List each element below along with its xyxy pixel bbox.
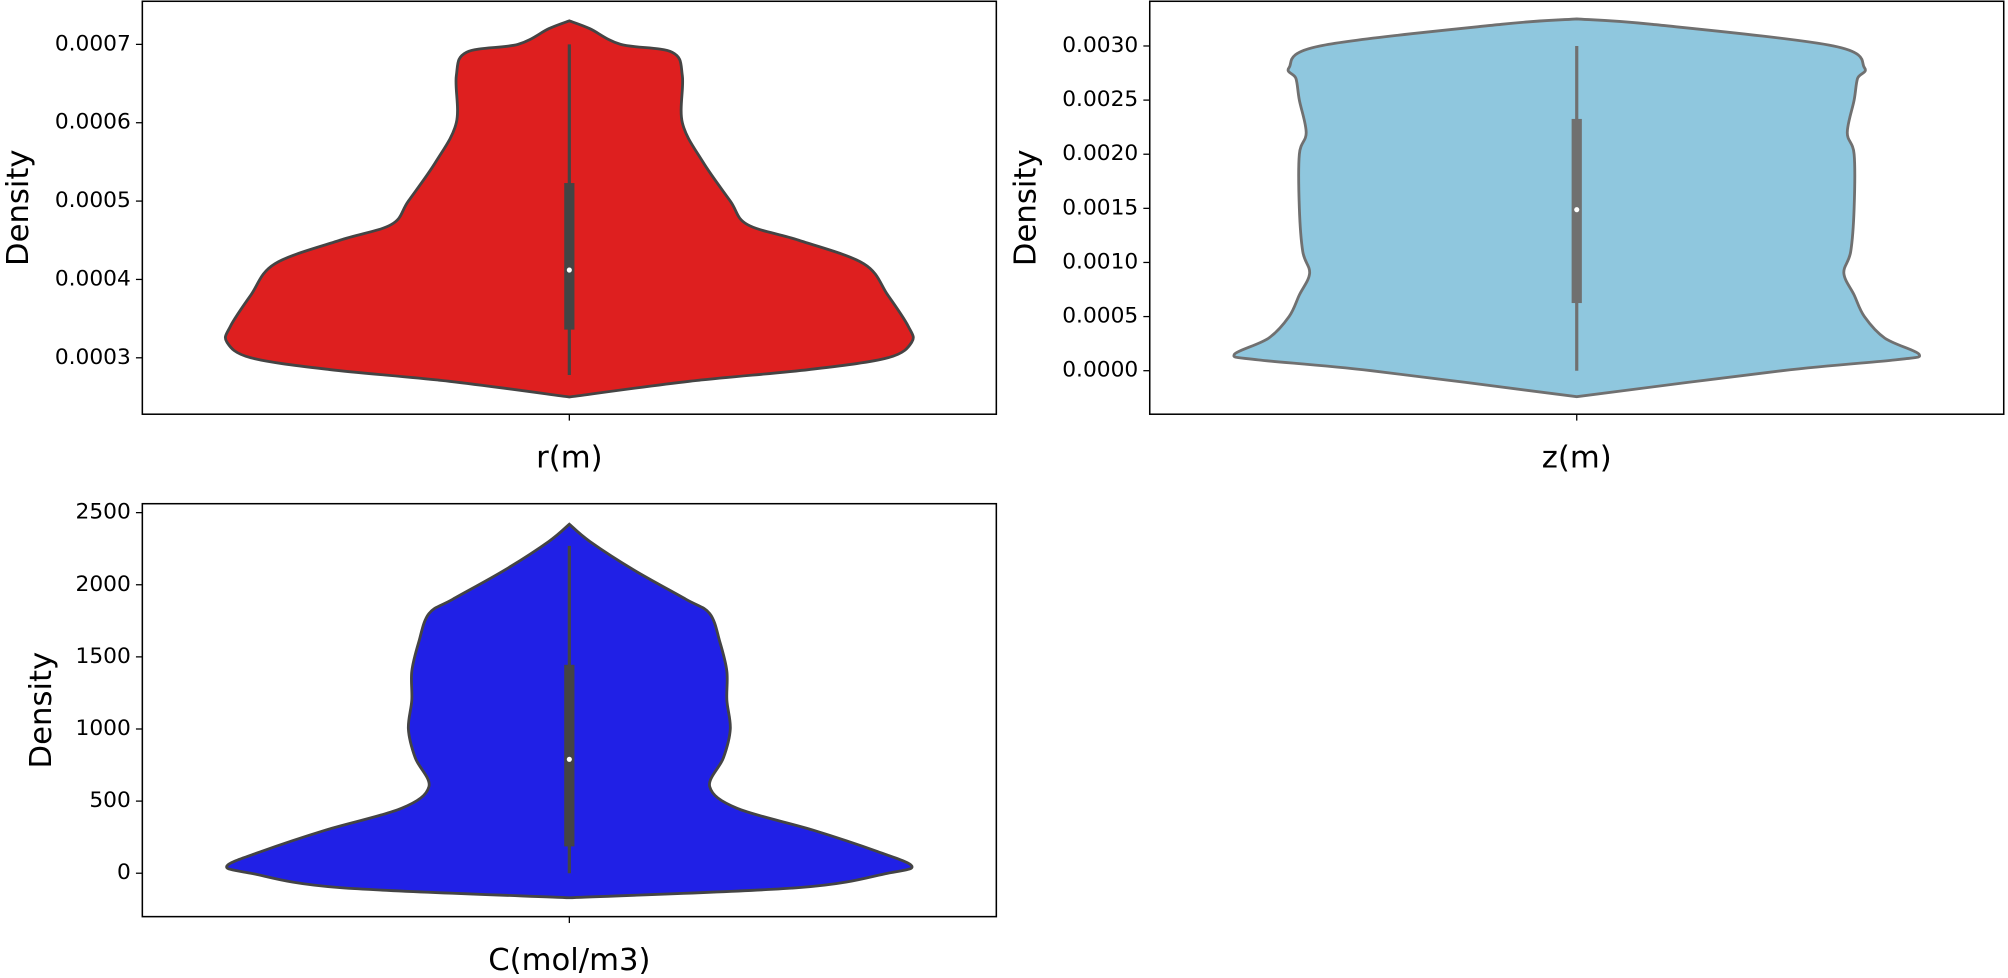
x-axis-label: z(m) xyxy=(1542,440,1612,475)
median xyxy=(1574,207,1580,213)
y-tick-label: 0.0005 xyxy=(55,188,131,213)
y-tick-label: 0.0003 xyxy=(55,345,131,370)
y-axis-label: Density xyxy=(24,652,59,769)
y-tick-label: 0.0006 xyxy=(55,110,131,135)
x-axis-label: C(mol/m3) xyxy=(488,943,650,978)
y-tick-label: 1500 xyxy=(76,644,131,669)
box xyxy=(564,183,575,330)
median xyxy=(566,267,572,273)
x-axis-label: r(m) xyxy=(536,440,602,475)
y-tick-label: 0 xyxy=(117,860,131,885)
y-tick-label: 0.0007 xyxy=(55,31,131,56)
y-axis-label: Density xyxy=(1,149,36,266)
box xyxy=(564,664,575,847)
y-tick-label: 0.0010 xyxy=(1062,249,1138,274)
y-tick-label: 0.0030 xyxy=(1062,33,1138,58)
y-axis-label: Density xyxy=(1009,149,1044,266)
y-tick-label: 2000 xyxy=(76,572,131,597)
y-tick-label: 0.0005 xyxy=(1062,304,1138,329)
median xyxy=(566,756,572,762)
y-tick-label: 2500 xyxy=(76,500,131,525)
y-tick-label: 0.0000 xyxy=(1062,358,1138,383)
y-tick-label: 1000 xyxy=(76,716,131,741)
y-tick-label: 0.0004 xyxy=(55,266,131,291)
y-tick-label: 0.0015 xyxy=(1062,195,1138,220)
y-tick-label: 0.0020 xyxy=(1062,141,1138,166)
y-tick-label: 0.0025 xyxy=(1062,87,1138,112)
y-tick-label: 500 xyxy=(89,788,130,813)
